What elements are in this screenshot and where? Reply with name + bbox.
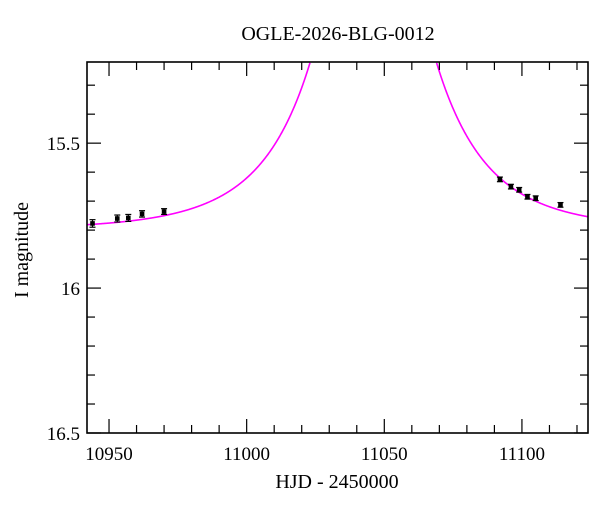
data-point (496, 176, 503, 183)
point-marker (125, 215, 131, 221)
data-point (532, 195, 539, 202)
point-marker (508, 184, 514, 189)
data-point (89, 219, 96, 228)
model-curve (86, 62, 589, 226)
data-points-layer (89, 176, 564, 228)
point-marker (558, 202, 563, 208)
data-point (524, 193, 531, 200)
point-marker (114, 216, 120, 221)
x-axis-label: HJD - 2450000 (275, 471, 398, 493)
model-curve-layer (86, 62, 589, 226)
y-axis-label: I magnitude (11, 202, 33, 298)
point-marker (90, 221, 95, 226)
data-point (557, 201, 564, 208)
data-point (125, 213, 132, 223)
data-point (161, 208, 168, 216)
y-tick-label: 16 (61, 279, 80, 300)
chart-title: OGLE-2026-BLG-0012 (241, 23, 434, 45)
x-tick-label: 11100 (499, 444, 545, 465)
point-marker (161, 209, 167, 214)
x-tick-label: 11050 (361, 444, 408, 465)
point-marker (525, 194, 530, 200)
y-tick-label: 15.5 (47, 134, 80, 155)
x-tick-label: 10950 (85, 444, 133, 465)
data-point (507, 183, 514, 190)
plot-box (86, 61, 589, 434)
point-marker (497, 177, 503, 182)
data-point (114, 214, 121, 223)
axis-ticks-layer: 10950 11000 11050 11100 15.5 16 16.5 (47, 62, 588, 465)
data-point (139, 210, 146, 218)
point-marker (533, 195, 538, 201)
data-point (516, 186, 523, 193)
y-tick-label: 16.5 (47, 424, 80, 445)
x-tick-label: 11000 (223, 444, 270, 465)
point-marker (139, 211, 145, 217)
point-marker (516, 187, 522, 193)
